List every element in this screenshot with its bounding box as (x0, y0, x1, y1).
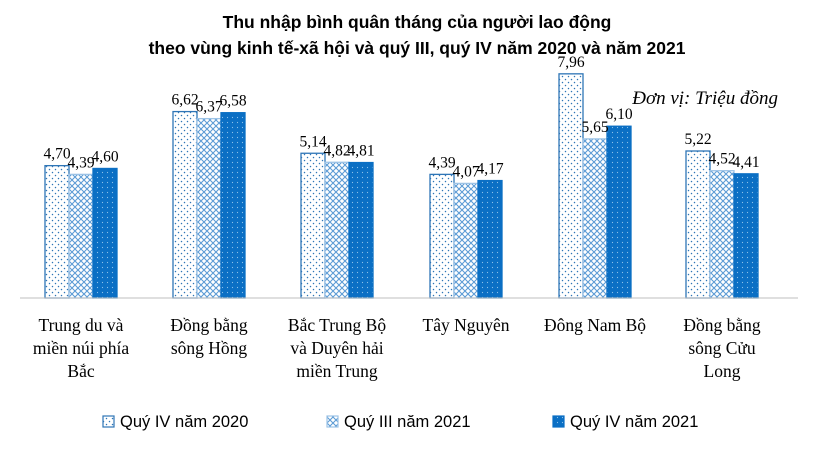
data-label-s0-c4: 7,96 (557, 54, 584, 71)
category-label-c0-l0: Trung du và (39, 315, 124, 335)
bar-s1-c3 (453, 182, 479, 299)
bar-s0-c2 (300, 152, 326, 299)
bar-s2-c5 (733, 173, 759, 299)
data-label-s1-c3: 4,07 (452, 163, 479, 180)
unit-note: Đơn vị: Triệu đồng (631, 88, 778, 109)
bar-s2-c0 (92, 167, 118, 299)
bar-s1-c0 (68, 173, 94, 299)
bar-s0-c3 (429, 173, 455, 299)
bar-s1-c1 (196, 117, 222, 299)
data-label-s2-c4: 6,10 (605, 106, 632, 123)
data-label-s2-c5: 4,41 (732, 154, 759, 171)
data-label-s1-c5: 4,52 (708, 151, 735, 168)
category-label-c5-l0: Đồng bằng (683, 315, 761, 335)
category-label-c0-l1: miền núi phía (33, 338, 129, 358)
chart-title-line-2: theo vùng kinh tế-xã hội và quý III, quý… (149, 38, 686, 58)
category-label-c0-l2: Bắc (67, 361, 94, 381)
data-label-s2-c0: 4,60 (91, 148, 118, 165)
bar-s0-c5 (685, 150, 711, 299)
bar-s0-c1 (172, 110, 198, 299)
category-label-c1-l0: Đồng bằng (170, 315, 248, 335)
bar-s2-c2 (348, 161, 374, 299)
legend-swatch-0 (102, 415, 115, 428)
data-label-s2-c2: 4,81 (347, 143, 374, 160)
data-label-s0-c0: 4,70 (43, 146, 70, 163)
category-label-c4-l0: Đông Nam Bộ (544, 315, 646, 335)
data-label-s0-c3: 4,39 (428, 154, 455, 171)
bars-group (44, 73, 759, 299)
category-label-c5-l1: sông Cửu (688, 338, 756, 358)
legend-label-2: Quý IV năm 2021 (570, 413, 698, 431)
legend: Quý IV năm 2020 Quý III năm 2021 Quý IV nă… (102, 413, 698, 431)
bar-s0-c4 (558, 73, 584, 299)
category-label-c5-l2: Long (704, 361, 741, 381)
category-labels-group: Trung du và miền núi phía Bắc Đồng bằng sông… (33, 315, 761, 381)
category-label-c2-l0: Bắc Trung Bộ (288, 315, 386, 335)
bar-s2-c4 (606, 125, 632, 299)
legend-label-0: Quý IV năm 2020 (120, 413, 248, 431)
bar-s0-c0 (44, 164, 70, 299)
chart-title-line-1: Thu nhập bình quân tháng của người lao đ… (223, 12, 612, 32)
data-label-s1-c1: 6,37 (195, 99, 222, 116)
data-label-s1-c0: 4,39 (67, 154, 94, 171)
bar-s1-c2 (324, 161, 350, 299)
category-label-c2-l2: miền Trung (296, 361, 377, 381)
category-label-c2-l1: và Duyên hải (290, 338, 383, 358)
data-labels-group: 4,704,394,606,626,376,585,144,824,814,39… (43, 54, 759, 181)
legend-swatch-2 (552, 415, 565, 428)
data-label-s2-c3: 4,17 (476, 161, 503, 178)
legend-swatch-1 (326, 415, 339, 428)
bar-s2-c3 (477, 179, 503, 299)
data-label-s2-c1: 6,58 (219, 93, 246, 110)
bar-s2-c1 (220, 112, 246, 299)
data-label-s0-c5: 5,22 (684, 131, 711, 148)
data-label-s1-c2: 4,82 (323, 142, 350, 159)
data-label-s1-c4: 5,65 (581, 119, 608, 136)
category-label-c3-l0: Tây Nguyên (423, 315, 510, 335)
legend-label-1: Quý III năm 2021 (344, 413, 471, 431)
bar-s1-c5 (709, 170, 735, 299)
data-label-s0-c2: 5,14 (299, 133, 326, 150)
category-label-c1-l1: sông Hồng (171, 338, 248, 358)
data-label-s0-c1: 6,62 (171, 92, 198, 109)
bar-s1-c4 (582, 138, 608, 299)
